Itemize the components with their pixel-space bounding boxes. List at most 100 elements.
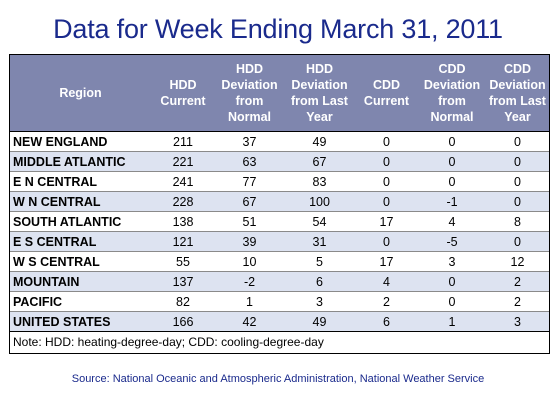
value-cell: 0 [486,231,549,252]
value-cell: 221 [151,151,215,172]
value-cell: 67 [215,191,284,212]
value-cell: 166 [151,311,215,331]
column-header-line: Normal [430,110,474,124]
value-cell: 228 [151,191,215,212]
column-header: HDD Current [151,55,215,132]
value-cell: 12 [486,251,549,272]
value-cell: 2 [355,291,418,312]
value-cell: 241 [151,171,215,192]
value-cell: 67 [284,151,355,172]
table-note: Note: HDD: heating-degree-day; CDD: cool… [10,331,549,353]
value-cell: 4 [355,271,418,292]
column-header-line: Region [59,86,102,100]
value-cell: 0 [418,271,486,292]
value-cell: 51 [215,211,284,232]
column-header-line: from Last [489,94,546,108]
column-header-line: from Last [291,94,348,108]
value-cell: 2 [486,271,549,292]
column-header: HDD Deviation from Last Year [284,55,355,132]
value-cell: 138 [151,211,215,232]
column-header-line: HDD [169,78,197,92]
value-cell: 49 [284,131,355,152]
value-cell: 4 [418,211,486,232]
table-row: NEW ENGLAND 211 37 49 0 0 0 [10,131,549,152]
value-cell: 2 [486,291,549,312]
region-cell: UNITED STATES [10,311,151,331]
column-header-line: Current [363,94,410,108]
value-cell: 100 [284,191,355,212]
value-cell: 82 [151,291,215,312]
table-row: W S CENTRAL 55 10 5 17 3 12 [10,251,549,272]
value-cell: 137 [151,271,215,292]
column-header-line: HDD [305,62,334,76]
table-row: UNITED STATES 166 42 49 6 1 3 [10,311,549,331]
value-cell: 3 [486,311,549,331]
region-cell: NEW ENGLAND [10,131,151,152]
column-header-line: from [235,94,264,108]
table-row: E S CENTRAL 121 39 31 0 -5 0 [10,231,549,252]
column-header-line: CDD [372,78,401,92]
column-header: CDD Current [355,55,418,132]
value-cell: 0 [418,151,486,172]
column-header: CDD Deviation from Last Year [486,55,549,132]
column-header-line: Deviation [221,78,278,92]
value-cell: 77 [215,171,284,192]
source-citation: Source: National Oceanic and Atmospheric… [71,373,485,385]
page-title: Data for Week Ending March 31, 2011 [53,14,503,44]
region-cell: E S CENTRAL [10,231,151,252]
value-cell: 3 [418,251,486,272]
region-cell: W N CENTRAL [10,191,151,212]
value-cell: -1 [418,191,486,212]
column-header-line: Deviation [423,78,481,92]
column-header: CDD Deviation from Normal [418,55,486,132]
column-header-line: Year [504,110,531,124]
value-cell: 37 [215,131,284,152]
column-header-line: Deviation [489,78,546,92]
value-cell: 8 [486,211,549,232]
value-cell: 0 [355,151,418,172]
value-cell: 0 [486,151,549,172]
column-header-line: CDD [503,62,532,76]
column-header-line: Deviation [291,78,348,92]
value-cell: 10 [215,251,284,272]
value-cell: 0 [486,191,549,212]
column-header-line: HDD [235,62,264,76]
value-cell: 0 [486,171,549,192]
value-cell: 211 [151,131,215,152]
value-cell: 6 [284,271,355,292]
region-cell: SOUTH ATLANTIC [10,211,151,232]
value-cell: 83 [284,171,355,192]
value-cell: 5 [284,251,355,272]
region-cell: W S CENTRAL [10,251,151,272]
value-cell: 39 [215,231,284,252]
table-row: MIDDLE ATLANTIC 221 63 67 0 0 0 [10,151,549,172]
value-cell: 17 [355,211,418,232]
value-cell: 17 [355,251,418,272]
column-header-line: Current [160,94,206,108]
value-cell: 31 [284,231,355,252]
region-cell: E N CENTRAL [10,171,151,192]
column-header-line: Normal [227,110,272,124]
value-cell: 54 [284,211,355,232]
value-cell: 6 [355,311,418,331]
table-row: SOUTH ATLANTIC 138 51 54 17 4 8 [10,211,549,232]
region-cell: MOUNTAIN [10,271,151,292]
table-header-row: Region HDD Current HDD Deviation from Normal HD… [10,55,549,132]
data-table: Region HDD Current HDD Deviation from Normal HD… [10,55,549,331]
column-header-line: CDD [438,62,466,76]
value-cell: 0 [355,171,418,192]
region-cell: MIDDLE ATLANTIC [10,151,151,172]
value-cell: 49 [284,311,355,331]
column-header: Region [10,55,151,132]
table-row: W N CENTRAL 228 67 100 0 -1 0 [10,191,549,212]
value-cell: 42 [215,311,284,331]
value-cell: 0 [418,171,486,192]
value-cell: -5 [418,231,486,252]
value-cell: 1 [215,291,284,312]
value-cell: 55 [151,251,215,272]
table-row: MOUNTAIN 137 -2 6 4 0 2 [10,271,549,292]
value-cell: 63 [215,151,284,172]
table-row: PACIFIC 82 1 3 2 0 2 [10,291,549,312]
column-header-line: Year [306,110,333,124]
value-cell: -2 [215,271,284,292]
